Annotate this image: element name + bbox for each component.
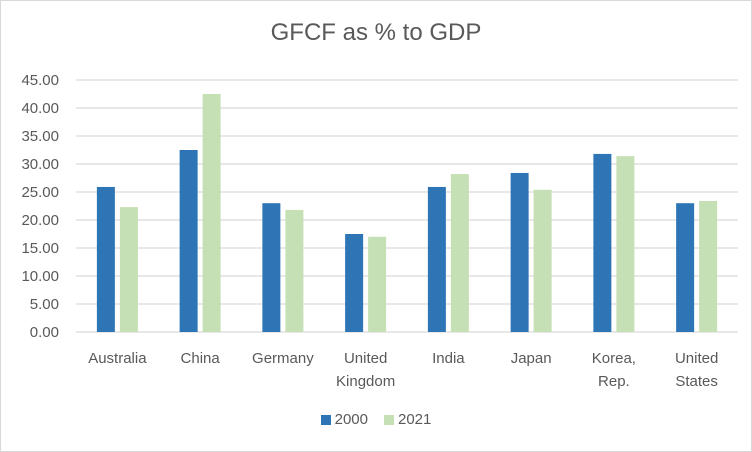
- y-tick-label: 5.00: [30, 296, 59, 313]
- x-tick-label: States: [675, 373, 718, 390]
- y-tick-label: 35.00: [21, 128, 59, 145]
- x-tick-label: Germany: [252, 350, 314, 367]
- bar-2021-5: [533, 189, 552, 332]
- y-tick-label: 40.00: [21, 100, 59, 117]
- bar-2000-2: [262, 203, 281, 332]
- legend-label: 2021: [398, 411, 432, 428]
- y-tick-label: 45.00: [21, 72, 59, 89]
- legend: 2000 2021: [1, 411, 751, 428]
- y-tick-label: 25.00: [21, 184, 59, 201]
- bar-2021-1: [202, 94, 221, 332]
- bar-2021-0: [119, 207, 138, 332]
- bar-2000-0: [96, 186, 115, 332]
- legend-swatch: [384, 414, 394, 425]
- x-tick-label: Korea,: [592, 350, 636, 367]
- bar-2000-6: [593, 153, 612, 332]
- y-tick-label: 10.00: [21, 268, 59, 285]
- x-tick-label: Kingdom: [336, 373, 395, 390]
- x-tick-label: Japan: [511, 350, 552, 367]
- x-tick-label: China: [181, 350, 221, 367]
- bar-2000-4: [427, 186, 446, 332]
- bar-2021-6: [616, 156, 635, 332]
- bar-2000-5: [510, 172, 529, 332]
- bar-2021-4: [450, 174, 469, 332]
- bar-2021-3: [368, 236, 387, 332]
- chart-title: GFCF as % to GDP: [270, 19, 482, 46]
- x-tick-label: United: [344, 350, 387, 367]
- y-tick-label: 0.00: [30, 324, 59, 341]
- bar-2000-1: [179, 150, 198, 332]
- x-tick-label: India: [432, 350, 465, 367]
- legend-swatch: [320, 414, 331, 425]
- bar-2000-3: [345, 234, 364, 332]
- y-tick-label: 20.00: [21, 212, 59, 229]
- x-tick-label: Australia: [88, 350, 147, 367]
- bar-2021-7: [699, 200, 718, 332]
- legend-label: 2000: [334, 411, 368, 428]
- x-tick-label: Rep.: [598, 373, 630, 390]
- y-tick-label: 15.00: [21, 240, 59, 257]
- x-tick-label: United: [675, 350, 718, 367]
- legend-item-2021: 2021: [384, 411, 431, 428]
- bar-2021-2: [285, 209, 304, 332]
- legend-item-2000: 2000: [320, 411, 368, 428]
- y-tick-label: 30.00: [21, 156, 59, 173]
- bar-2000-7: [676, 203, 695, 332]
